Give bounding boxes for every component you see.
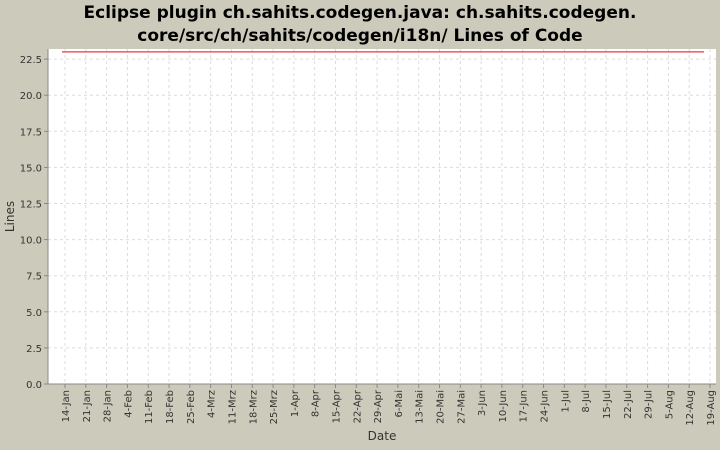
x-tick-label: 28-Jan: [103, 390, 114, 422]
x-tick-label: 13-Mai: [415, 390, 426, 424]
y-tick-label: 0.0: [26, 380, 42, 391]
x-tick-label: 24-Jun: [540, 390, 551, 423]
x-tick-label: 3-Jun: [477, 390, 488, 416]
y-tick-label: 10.0: [20, 236, 42, 247]
x-tick-label: 8-Jul: [581, 390, 592, 413]
x-tick-label: 22-Jul: [623, 390, 634, 419]
x-tick-label: 20-Mai: [436, 390, 447, 424]
x-tick-label: 29-Jul: [644, 390, 655, 419]
x-tick-label: 1-Jul: [560, 390, 571, 413]
title-line-1: Eclipse plugin ch.sahits.codegen.java: c…: [83, 3, 637, 23]
x-tick-label: 12-Aug: [685, 390, 696, 426]
y-tick-label: 5.0: [26, 308, 42, 319]
x-tick-label: 11-Feb: [144, 390, 155, 424]
y-tick-label: 20.0: [20, 91, 42, 102]
y-tick-label: 22.5: [20, 55, 42, 66]
x-axis-label: Date: [368, 429, 397, 443]
x-tick-label: 25-Feb: [186, 390, 197, 424]
x-tick-label: 15-Jul: [602, 390, 613, 419]
y-tick-label: 12.5: [20, 200, 42, 211]
x-tick-label: 4-Mrz: [207, 390, 218, 418]
x-tick-label: 4-Feb: [123, 390, 134, 418]
x-tick-label: 17-Jun: [519, 390, 530, 423]
x-tick-label: 8-Apr: [311, 389, 322, 417]
chart-title: Eclipse plugin ch.sahits.codegen.java: c…: [0, 2, 720, 48]
x-tick-label: 21-Jan: [82, 390, 93, 422]
x-tick-label: 25-Mrz: [269, 390, 280, 424]
x-tick-label: 18-Feb: [165, 390, 176, 424]
title-line-2: core/src/ch/sahits/codegen/i18n/ Lines o…: [137, 26, 583, 46]
x-tick-label: 15-Apr: [331, 389, 342, 423]
x-tick-label: 29-Apr: [373, 389, 384, 423]
x-tick-label: 5-Aug: [664, 390, 675, 419]
x-tick-label: 14-Jan: [61, 390, 72, 422]
y-tick-label: 17.5: [20, 127, 42, 138]
x-tick-label: 19-Aug: [706, 390, 717, 426]
y-tick-label: 2.5: [26, 344, 42, 355]
y-tick-label: 15.0: [20, 163, 42, 174]
x-tick-label: 10-Jun: [498, 390, 509, 423]
x-tick-label: 6-Mai: [394, 390, 405, 418]
x-tick-label: 27-Mai: [456, 390, 467, 424]
x-tick-label: 1-Apr: [290, 389, 301, 417]
x-tick-label: 11-Mrz: [227, 390, 238, 424]
x-tick-label: 22-Apr: [352, 389, 363, 423]
y-tick-label: 7.5: [26, 272, 42, 283]
y-axis-label: Lines: [3, 201, 17, 232]
plot-area: [48, 49, 716, 384]
x-tick-label: 18-Mrz: [248, 390, 259, 424]
